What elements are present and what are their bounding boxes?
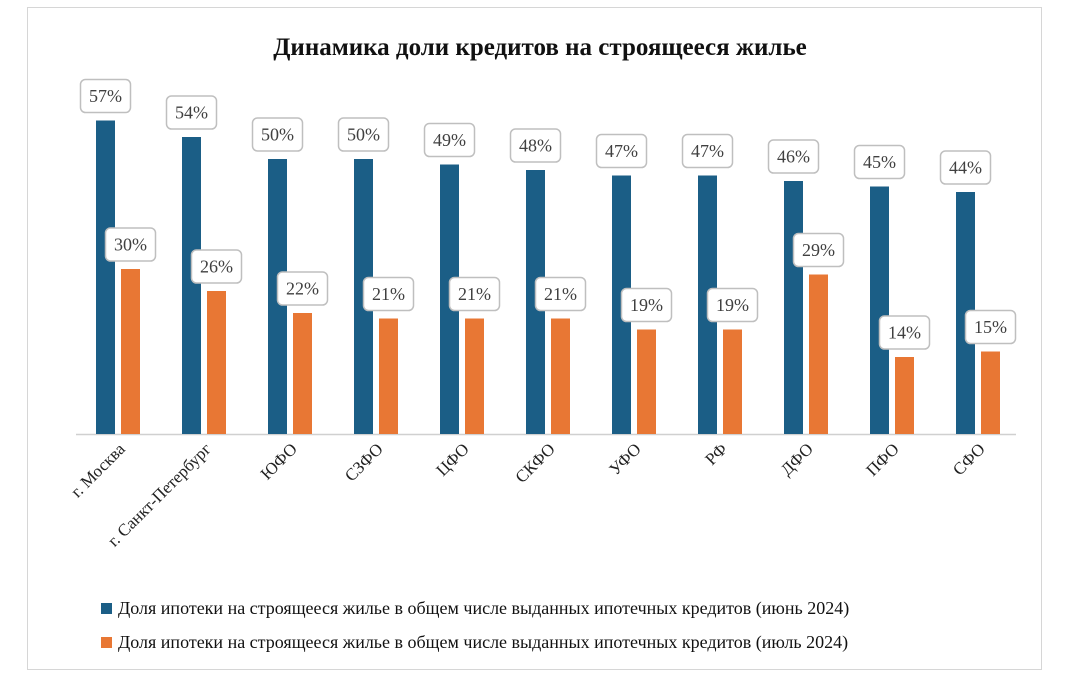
data-label-box bbox=[448, 276, 501, 312]
legend-item-june: Доля ипотеки на строящееся жилье в общем… bbox=[101, 598, 849, 619]
data-label-box bbox=[104, 227, 157, 262]
x-tick-label-3: СЗФО bbox=[341, 439, 387, 485]
bar-june-0 bbox=[96, 120, 115, 434]
legend-label-june: Доля ипотеки на строящееся жилье в общем… bbox=[118, 598, 850, 618]
data-label-text: 50% bbox=[261, 125, 294, 145]
data-label-july-9: 14% bbox=[878, 315, 931, 350]
data-label-box bbox=[595, 133, 648, 169]
data-label-box bbox=[681, 133, 734, 169]
bar-july-4 bbox=[465, 318, 484, 434]
data-label-box bbox=[878, 315, 931, 350]
data-label-box bbox=[964, 309, 1017, 345]
data-label-box bbox=[165, 95, 218, 130]
data-label-text: 47% bbox=[605, 141, 638, 161]
data-label-text: 22% bbox=[286, 279, 319, 299]
data-label-july-2: 22% bbox=[276, 271, 329, 306]
data-label-box bbox=[251, 117, 304, 152]
data-label-july-7: 19% bbox=[706, 287, 759, 323]
bar-july-3 bbox=[379, 318, 398, 434]
data-label-july-6: 19% bbox=[620, 287, 673, 323]
data-label-june-3: 50% bbox=[337, 117, 390, 152]
data-label-june-8: 46% bbox=[767, 139, 820, 174]
data-label-box bbox=[853, 144, 906, 180]
data-label-text: 21% bbox=[544, 284, 577, 304]
data-label-june-1: 54% bbox=[165, 95, 218, 130]
data-label-text: 47% bbox=[691, 141, 724, 161]
data-label-text: 44% bbox=[949, 158, 982, 178]
bar-june-9 bbox=[870, 186, 889, 434]
x-tick-label-10: СФО bbox=[949, 439, 989, 479]
bar-july-7 bbox=[723, 329, 742, 434]
data-label-july-0: 30% bbox=[104, 227, 157, 262]
data-label-text: 46% bbox=[777, 147, 810, 167]
x-tick-label-5: СКФО bbox=[512, 439, 559, 486]
data-label-july-5: 21% bbox=[534, 276, 587, 312]
bar-july-1 bbox=[207, 291, 226, 434]
bar-july-0 bbox=[121, 269, 140, 434]
data-label-july-8: 29% bbox=[792, 232, 845, 268]
bar-june-1 bbox=[182, 137, 201, 434]
bar-july-8 bbox=[809, 274, 828, 434]
data-label-text: 19% bbox=[630, 295, 663, 315]
data-label-box bbox=[276, 271, 329, 306]
data-label-text: 54% bbox=[175, 103, 208, 123]
data-label-box bbox=[362, 276, 415, 312]
legend-swatch-june bbox=[101, 603, 112, 614]
bar-july-2 bbox=[293, 313, 312, 434]
data-label-box bbox=[792, 232, 845, 268]
chart-title: Динамика доли кредитов на строящееся жил… bbox=[273, 34, 807, 61]
x-tick-label-7: РФ bbox=[701, 439, 730, 468]
data-label-text: 21% bbox=[372, 284, 405, 304]
data-label-box bbox=[767, 139, 820, 174]
data-label-june-4: 49% bbox=[423, 122, 476, 158]
data-label-text: 14% bbox=[888, 323, 921, 343]
bar-june-8 bbox=[784, 181, 803, 434]
data-label-text: 29% bbox=[802, 240, 835, 260]
data-label-text: 50% bbox=[347, 125, 380, 145]
x-tick-label-2: ЮФО bbox=[257, 439, 301, 483]
data-label-box bbox=[706, 287, 759, 323]
data-label-june-6: 47% bbox=[595, 133, 648, 169]
data-label-text: 21% bbox=[458, 284, 491, 304]
data-label-july-10: 15% bbox=[964, 309, 1017, 345]
data-label-box bbox=[423, 122, 476, 158]
data-label-july-4: 21% bbox=[448, 276, 501, 312]
data-label-june-9: 45% bbox=[853, 144, 906, 180]
legend-item-july: Доля ипотеки на строящееся жилье в общем… bbox=[101, 632, 848, 653]
data-label-text: 48% bbox=[519, 136, 552, 156]
bar-july-6 bbox=[637, 329, 656, 434]
data-label-box bbox=[534, 276, 587, 312]
x-tick-label-6: УФО bbox=[605, 439, 644, 478]
data-label-box bbox=[620, 287, 673, 323]
data-label-text: 49% bbox=[433, 130, 466, 150]
x-tick-label-4: ЦФО bbox=[432, 439, 472, 479]
data-label-july-1: 26% bbox=[190, 249, 243, 284]
data-label-june-7: 47% bbox=[681, 133, 734, 169]
data-label-june-0: 57% bbox=[79, 78, 132, 114]
legend-label-july: Доля ипотеки на строящееся жилье в общем… bbox=[118, 632, 849, 652]
data-label-box bbox=[337, 117, 390, 152]
data-label-june-5: 48% bbox=[509, 128, 562, 163]
data-label-text: 30% bbox=[114, 235, 147, 255]
data-label-july-3: 21% bbox=[362, 276, 415, 312]
legend-swatch-july bbox=[101, 637, 112, 648]
data-label-box bbox=[79, 78, 132, 114]
x-tick-label-9: ПФО bbox=[862, 439, 902, 479]
data-label-text: 57% bbox=[89, 86, 122, 106]
data-label-box bbox=[190, 249, 243, 284]
data-label-text: 15% bbox=[974, 317, 1007, 337]
data-label-text: 19% bbox=[716, 295, 749, 315]
data-label-text: 26% bbox=[200, 257, 233, 277]
plot-area: 57% 30% 54% 26% 50% 22% 50% 21% 49% 21% 48% 21% 47% 1… bbox=[67, 78, 1017, 550]
data-label-june-2: 50% bbox=[251, 117, 304, 152]
data-label-text: 45% bbox=[863, 152, 896, 172]
bar-july-10 bbox=[981, 351, 1000, 434]
data-label-june-10: 44% bbox=[939, 150, 992, 185]
data-label-box bbox=[939, 150, 992, 185]
bar-july-5 bbox=[551, 318, 570, 434]
x-tick-label-0: г. Москва bbox=[67, 439, 129, 501]
x-tick-label-8: ДФО bbox=[777, 439, 817, 479]
data-label-box bbox=[509, 128, 562, 163]
bar-july-9 bbox=[895, 357, 914, 434]
